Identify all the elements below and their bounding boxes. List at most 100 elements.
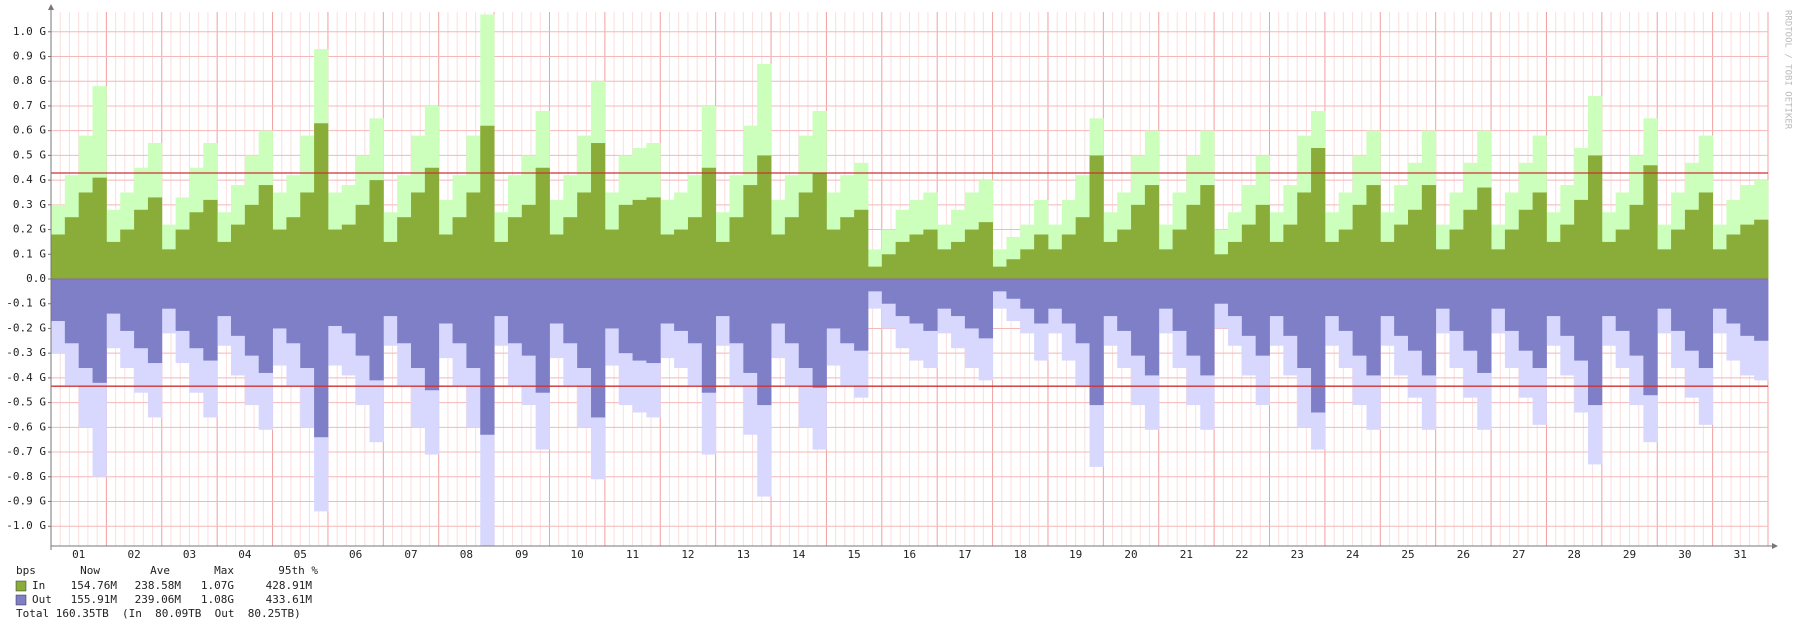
average-bar [923,279,938,331]
y-tick-label: 0.0 [26,272,46,285]
y-tick-label: -0.7 G [6,445,46,458]
average-bar [563,217,578,279]
axes: 1.0 G 0.9 G 0.8 G 0.7 G 0.6 G 0.5 G 0.4 G 0.3 G… [6,4,1778,620]
average-bar [1200,185,1215,279]
average-bar [909,234,924,279]
average-bar [923,229,938,279]
average-bar [1698,192,1714,279]
average-bar [826,229,841,279]
average-bar [1297,279,1312,368]
average-bar [867,279,883,292]
average-bar [521,279,537,356]
average-bar [327,229,343,279]
average-bar [1449,279,1464,331]
average-bar [743,185,758,279]
y-tick-label: 0.3 G [13,198,46,211]
average-bar [1449,229,1464,279]
average-bar [1034,234,1049,279]
average-bar [1144,279,1160,376]
average-bar [1144,185,1160,279]
average-bar [1421,185,1437,279]
average-bar [1255,204,1270,279]
legend-value: 239.06M [135,593,182,606]
legend-header: 95th % [278,564,318,577]
average-bar [189,212,204,279]
x-tick-label: 01 [72,548,85,561]
average-bar [341,279,357,334]
plot-area [51,14,1769,546]
average-bar [411,279,426,368]
average-bar [424,279,440,391]
average-bar [466,279,481,368]
average-bar [175,279,190,331]
average-bar [771,279,786,324]
average-bar [826,279,841,329]
average-bar [1643,279,1658,396]
average-bar [646,197,661,279]
average-bar [964,229,980,279]
average-bar [1061,234,1077,279]
average-bar [1518,209,1534,279]
average-bar [355,204,370,279]
average-bar [812,279,827,388]
average-bar [618,279,633,354]
average-bar [231,224,246,279]
legend-header: Max [214,564,234,577]
average-bar [147,197,163,279]
average-bar [1740,224,1755,279]
average-bar [1324,241,1340,279]
average-bar [1463,279,1478,351]
x-tick-label: 02 [127,548,140,561]
average-bar [1615,279,1630,331]
average-bar [452,217,467,279]
average-bar [1214,279,1229,304]
average-bar [92,177,107,279]
average-bar [1352,204,1367,279]
average-bar [51,279,66,322]
average-bar [397,279,412,344]
average-bar [867,266,883,279]
average-bar [1283,279,1298,336]
average-bar [660,234,675,279]
average-bar [1089,279,1104,406]
x-tick-label: 09 [515,548,528,561]
average-bar [1380,241,1395,279]
y-tick-label: -0.8 G [6,470,46,483]
average-bar [1491,249,1506,279]
average-bar [1698,279,1714,368]
x-tick-label: 29 [1623,548,1636,561]
average-bar [771,234,786,279]
average-bar [840,279,855,344]
average-bar [1020,249,1035,279]
average-bar [286,217,301,279]
average-bar [1089,155,1104,279]
average-bar [1352,279,1367,356]
average-bar [1366,279,1381,376]
average-bar [1338,229,1353,279]
average-bar [258,185,273,279]
average-bar [1504,279,1520,331]
average-bar [1671,279,1686,331]
average-bar [1172,229,1187,279]
x-tick-label: 30 [1678,548,1691,561]
average-bar [64,217,80,279]
average-bar [951,279,966,317]
average-bar [1518,279,1534,351]
x-tick-label: 27 [1512,548,1525,561]
average-bar [286,279,301,344]
y-tick-label: -0.2 G [6,321,46,334]
average-bar [203,199,218,279]
average-bar [1117,279,1132,331]
average-bar [1241,224,1257,279]
average-bar [1754,219,1769,279]
average-bar [1020,279,1035,309]
x-tick-label: 06 [349,548,362,561]
average-bar [563,279,578,344]
y-tick-label: -0.3 G [6,346,46,359]
average-bar [1560,224,1575,279]
average-bar [51,234,66,279]
average-bar [937,279,952,309]
average-bar [1047,249,1063,279]
average-bar [1407,209,1423,279]
